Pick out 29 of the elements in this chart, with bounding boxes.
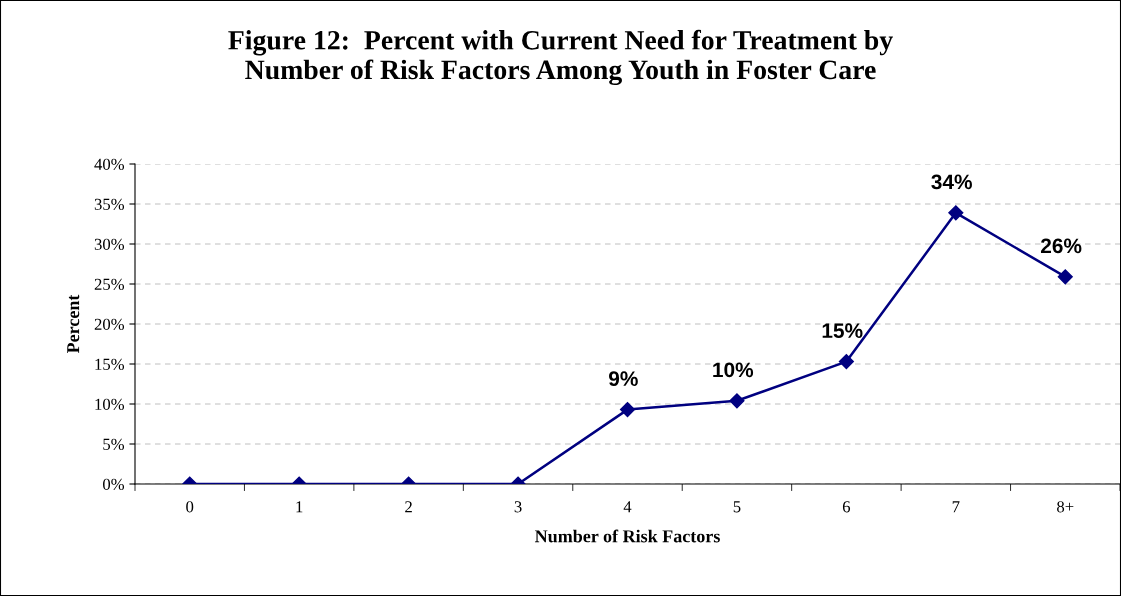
y-tick-label: 10%	[95, 398, 125, 410]
x-tick-label: 8+	[1057, 501, 1074, 513]
y-tick-label: 40%	[94, 158, 125, 170]
y-tick-label: 20%	[94, 318, 125, 330]
point	[1057, 269, 1073, 285]
x-tick-label: 5	[733, 501, 741, 513]
data-label: 26%	[1040, 238, 1082, 254]
data-label: 15%	[822, 323, 863, 339]
x-tick-label: 3	[514, 501, 522, 513]
x-tick-label: 6	[842, 501, 851, 513]
data-label: 10%	[713, 362, 754, 378]
y-tick-label: 35%	[94, 198, 125, 210]
x-tick-label: 0	[186, 501, 194, 513]
y-axis-title: Percent	[67, 294, 80, 354]
y-tick-label: 25%	[94, 278, 125, 290]
y-tick-label: 0%	[103, 478, 125, 490]
y-tick-label: 15%	[95, 358, 125, 370]
x-tick-label: 4	[623, 501, 632, 513]
y-tick-label: 5%	[103, 438, 125, 450]
x-tick-label: 1	[296, 501, 303, 513]
chart-title: Figure 12: Percent with Current Need for Treatment by Number of Risk Factors Among Youth in Foster Care	[228, 29, 893, 86]
point	[948, 205, 964, 221]
y-tick-label: 30%	[94, 238, 125, 250]
x-axis-title: Number of Risk Factors	[534, 529, 720, 543]
data-label: 9%	[609, 371, 638, 387]
data-label: 34%	[931, 174, 972, 190]
point	[838, 354, 854, 370]
x-tick-label: 2	[405, 501, 412, 513]
x-tick-label: 7	[952, 501, 960, 513]
